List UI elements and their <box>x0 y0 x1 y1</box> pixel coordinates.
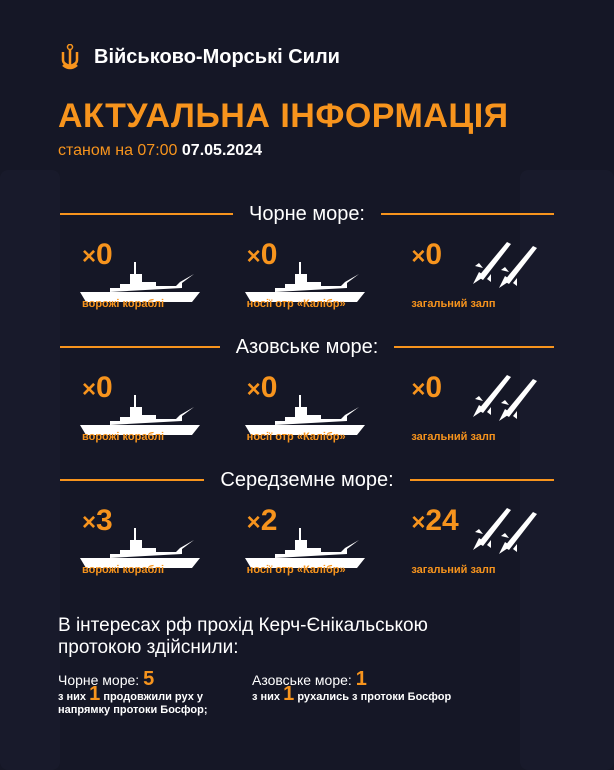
count: ×0 <box>82 371 113 404</box>
stat-cell: ×0 ворожі кораблі <box>60 236 225 316</box>
stat-cell: ×0 носії отр «Калібр» <box>225 369 390 449</box>
stat-label: носії отр «Калібр» <box>246 298 346 310</box>
count-value: 0 <box>425 238 443 271</box>
header-logo: Військово-Морські Сили <box>60 44 340 70</box>
org-name: Військово-Морські Сили <box>94 45 340 68</box>
count-value: 0 <box>260 371 278 404</box>
stat-label: Чорне море: <box>58 672 140 688</box>
azov-sea-stat: Азовське море: 1 <box>252 668 367 691</box>
note-prefix: з них <box>58 691 87 703</box>
section-title: Чорне море: <box>249 202 365 225</box>
divider <box>60 346 220 348</box>
stat-value: 1 <box>355 668 367 690</box>
count-value: 0 <box>425 371 443 404</box>
stat-label: загальний залп <box>411 298 496 310</box>
as-of-line: станом на 07:00 07.05.2024 <box>58 142 262 160</box>
black-sea-note: з них 1 продовжили рух у напрямку проток… <box>58 684 238 717</box>
count-value: 0 <box>260 238 278 271</box>
stat-label: ворожі кораблі <box>82 298 165 310</box>
sea-section: Азовське море: ×0 ворожі кораблі ×0 носії от… <box>60 335 554 449</box>
count: ×3 <box>82 504 113 537</box>
ship-icon <box>244 256 365 307</box>
ship-icon <box>80 389 200 440</box>
count-value: 0 <box>96 371 113 404</box>
stat-label: загальний залп <box>411 564 496 576</box>
missile-icon <box>469 240 539 295</box>
stat-label: носії отр «Калібр» <box>246 431 346 443</box>
stat-cell: ×0 ворожі кораблі <box>60 369 225 449</box>
stat-cell: ×0 загальний залп <box>389 369 554 449</box>
divider <box>381 213 555 215</box>
missile-icon <box>469 373 539 428</box>
black-sea-stat: Чорне море: 5 <box>58 668 154 691</box>
ship-icon <box>80 522 200 573</box>
note-suffix: продовжили рух у напрямку протоки Босфор… <box>58 691 208 716</box>
background-shape <box>520 170 614 770</box>
stat-label: ворожі кораблі <box>82 564 165 576</box>
count-value: 3 <box>96 504 113 537</box>
section-title: Азовське море: <box>235 335 379 358</box>
page-title: АКТУАЛЬНА ІНФОРМАЦІЯ <box>58 97 509 135</box>
divider <box>394 346 554 348</box>
note-value: 1 <box>89 683 101 705</box>
stat-label: Азовське море: <box>252 672 352 688</box>
azov-sea-note: з них 1 рухались з протоки Босфор <box>252 684 492 704</box>
background-shape <box>0 170 60 770</box>
sea-section: Середземне море: ×3 ворожі кораблі ×2 носії … <box>60 468 555 582</box>
count: ×0 <box>82 238 113 271</box>
divider <box>60 479 205 481</box>
navy-trident-icon <box>61 44 79 70</box>
note-prefix: з них <box>252 691 281 703</box>
stat-cell: ×3 ворожі кораблі <box>60 502 225 582</box>
stat-cell: ×2 носії отр «Калібр» <box>225 502 390 582</box>
count-value: 2 <box>260 504 278 537</box>
section-title: Середземне море: <box>220 468 394 491</box>
count: ×0 <box>246 371 278 404</box>
sea-section: Чорне море: ×0 ворожі кораблі ×0 носії отр «… <box>60 202 555 316</box>
stat-label: ворожі кораблі <box>82 431 165 443</box>
stat-label: загальний залп <box>411 431 496 443</box>
stat-label: носії отр «Калібр» <box>246 564 346 576</box>
missile-icon <box>469 506 539 561</box>
count: ×0 <box>411 238 443 271</box>
date: 07.05.2024 <box>181 142 262 159</box>
count: ×24 <box>411 504 459 537</box>
kerch-text: В інтересах рф прохід Керч-Єнікальською … <box>58 615 428 658</box>
note-suffix: рухались з протоки Босфор <box>297 691 452 703</box>
as-of-prefix: станом на 07:00 <box>58 142 178 159</box>
stat-cell: ×0 носії отр «Калібр» <box>225 236 390 316</box>
divider <box>409 479 555 481</box>
note-value: 1 <box>283 683 295 705</box>
count: ×0 <box>246 238 278 271</box>
stat-cell: ×24 загальний залп <box>389 502 554 582</box>
ship-icon <box>244 522 365 573</box>
count: ×2 <box>246 504 278 537</box>
ship-icon <box>80 256 200 307</box>
count: ×0 <box>411 371 443 404</box>
stat-value: 5 <box>143 668 155 690</box>
divider <box>60 213 234 215</box>
count-value: 0 <box>96 238 113 271</box>
stat-cell: ×0 загальний залп <box>389 236 554 316</box>
ship-icon <box>244 389 365 440</box>
count-value: 24 <box>425 504 459 537</box>
